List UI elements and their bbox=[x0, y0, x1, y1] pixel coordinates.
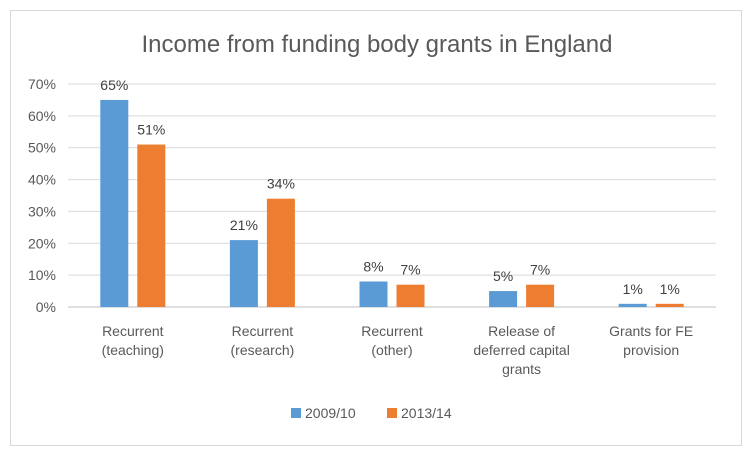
category-label: grants bbox=[502, 361, 541, 377]
y-tick-label: 50% bbox=[28, 140, 56, 156]
data-label: 65% bbox=[100, 77, 128, 93]
y-tick-label: 0% bbox=[36, 299, 56, 315]
bar-2013-14-4 bbox=[655, 303, 684, 307]
bar-2013-14-1 bbox=[266, 198, 295, 307]
category-label: provision bbox=[623, 342, 679, 358]
y-tick-label: 60% bbox=[28, 108, 56, 124]
chart-frame bbox=[10, 10, 742, 446]
legend: 2009/10 2013/14 bbox=[291, 405, 452, 421]
y-tick-label: 20% bbox=[28, 235, 56, 251]
data-label: 7% bbox=[400, 262, 420, 278]
y-tick-label: 10% bbox=[28, 267, 56, 283]
data-labels: 65% 51% 21% 34% 8% 7% 5% 7% 1% 1% bbox=[100, 77, 680, 297]
data-label: 51% bbox=[137, 122, 165, 138]
legend-label: 2013/14 bbox=[401, 405, 452, 421]
data-label: 1% bbox=[623, 281, 643, 297]
y-axis: 0% 10% 20% 30% 40% 50% 60% 70% bbox=[28, 76, 56, 315]
bar-2013-14-2 bbox=[396, 284, 425, 307]
data-label: 5% bbox=[493, 268, 513, 284]
category-label: Grants for FE bbox=[609, 323, 693, 339]
bar-2013-14-0 bbox=[137, 144, 166, 307]
y-tick-label: 30% bbox=[28, 203, 56, 219]
category-label: (research) bbox=[231, 342, 295, 358]
data-label: 34% bbox=[267, 176, 295, 192]
legend-swatch bbox=[291, 408, 301, 418]
chart-title: Income from funding body grants in Engla… bbox=[142, 31, 613, 58]
gridlines bbox=[68, 83, 716, 308]
legend-label: 2009/10 bbox=[305, 405, 356, 421]
bar-2009-10-0 bbox=[100, 99, 129, 307]
y-tick-label: 70% bbox=[28, 76, 56, 92]
category-label: Recurrent bbox=[102, 323, 164, 339]
category-label: (teaching) bbox=[102, 342, 164, 358]
data-label: 1% bbox=[660, 281, 680, 297]
data-label: 7% bbox=[530, 262, 550, 278]
data-label: 21% bbox=[230, 217, 258, 233]
bar-2009-10-1 bbox=[229, 240, 258, 307]
data-label: 8% bbox=[363, 259, 383, 275]
category-label: deferred capital bbox=[473, 342, 570, 358]
bar-2009-10-4 bbox=[618, 303, 647, 307]
bar-2009-10-3 bbox=[489, 291, 518, 307]
category-label: Release of bbox=[488, 323, 555, 339]
x-axis: Recurrent (teaching) Recurrent (research) Re… bbox=[102, 323, 694, 377]
category-label: Recurrent bbox=[232, 323, 294, 339]
category-label: Recurrent bbox=[361, 323, 423, 339]
bar-2009-10-2 bbox=[359, 281, 388, 307]
bar-2013-14-3 bbox=[526, 284, 555, 307]
legend-swatch bbox=[387, 408, 397, 418]
category-label: (other) bbox=[371, 342, 412, 358]
y-tick-label: 40% bbox=[28, 172, 56, 188]
bars bbox=[100, 99, 684, 307]
